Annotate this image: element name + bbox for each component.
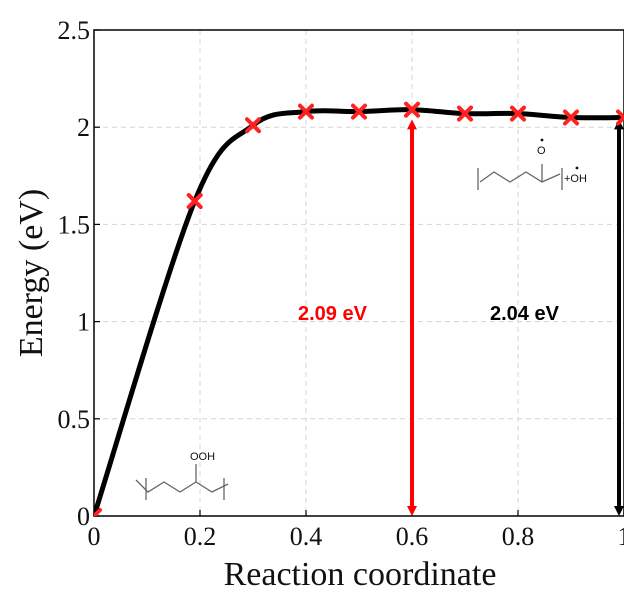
marker-stroke: [510, 105, 526, 122]
data-point-marker: [186, 193, 203, 210]
x-tick-label: 0.6: [396, 522, 429, 551]
y-tick-label: 1.5: [58, 210, 91, 239]
data-point-marker: [351, 103, 367, 120]
y-tick-label: 0.5: [58, 405, 91, 434]
data-point-marker: [245, 117, 261, 134]
data-point-marker: [404, 101, 420, 118]
data-point-marker: [94, 508, 102, 516]
marker-stroke: [563, 109, 579, 126]
axis-ticks: [93, 29, 624, 517]
x-tick-label: 0.8: [502, 522, 535, 551]
data-point-marker: [510, 105, 526, 122]
y-tick-label: 2: [77, 113, 90, 142]
y-tick-label: 0: [77, 502, 90, 531]
marker-stroke: [457, 105, 473, 122]
data-point-marker: [616, 109, 624, 126]
product-oh-label: +OH: [564, 173, 587, 185]
product-oxygen-label: O: [537, 145, 546, 157]
grid-lines: [94, 30, 624, 516]
plot-frame: [93, 29, 624, 517]
energy-curve: [94, 107, 624, 516]
energy-arrows: [407, 119, 624, 516]
marker-stroke: [404, 101, 420, 118]
marker-stroke: [298, 103, 314, 120]
marker-stroke: [245, 117, 261, 134]
marker-stroke: [616, 114, 624, 126]
y-tick-label: 2.5: [58, 16, 91, 45]
tick-labels: 0 0.2 0.4 0.6 0.8 1 0 0.5 1 1.5 2 2.5: [58, 16, 624, 551]
marker-stroke: [186, 193, 203, 210]
x-tick-label: 0.4: [290, 522, 323, 551]
x-tick-label: 0.2: [184, 522, 217, 551]
x-tick-label: 0: [88, 522, 101, 551]
product-structure: O +OH: [477, 138, 587, 190]
annotation-labels: 2.09 eV 2.04 eV: [298, 303, 560, 325]
reactant-structure: OOH: [135, 451, 229, 500]
x-axis-label: Reaction coordinate: [224, 556, 497, 592]
data-point-marker: [457, 105, 473, 122]
y-tick-label: 1: [77, 308, 90, 337]
y-axis-label: Energy (eV): [13, 189, 50, 357]
x-tick-label: 1: [618, 522, 624, 551]
marker-stroke: [616, 109, 624, 121]
data-markers: [94, 101, 624, 516]
reactant-group-label: OOH: [190, 451, 215, 463]
data-point-marker: [563, 109, 579, 126]
data-point-marker: [298, 103, 314, 120]
energy-label-0: 2.09 eV: [298, 303, 368, 325]
energy-label-1: 2.04 eV: [490, 303, 560, 325]
marker-stroke: [351, 103, 367, 120]
marker-stroke: [94, 508, 102, 516]
